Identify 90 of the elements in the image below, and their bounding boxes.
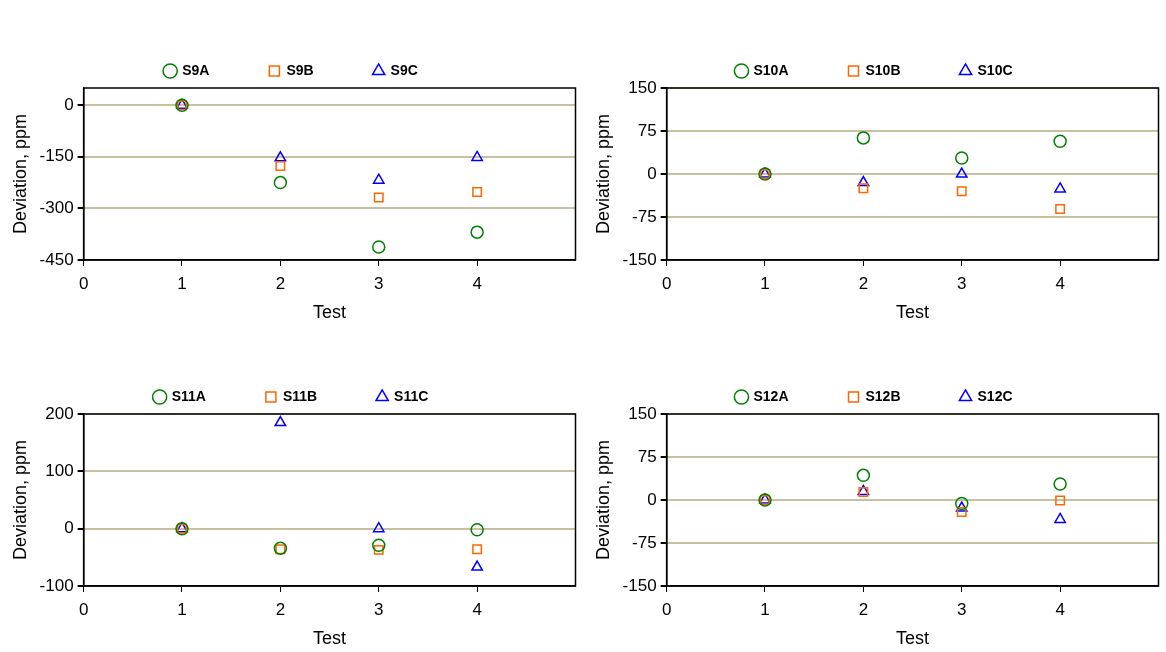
point xyxy=(275,161,286,172)
x-tick-label: 1 xyxy=(177,273,187,293)
y-tick-label: -75 xyxy=(632,206,657,226)
y-tick-label: 100 xyxy=(45,461,74,481)
legend-label: S10A xyxy=(753,61,789,78)
legend-label: S11C xyxy=(394,387,429,404)
point xyxy=(373,192,384,203)
point xyxy=(1055,495,1066,506)
point xyxy=(856,131,871,145)
y-tick-label: 0 xyxy=(64,94,74,114)
x-tick-label: 3 xyxy=(374,599,384,619)
point xyxy=(857,175,870,187)
point xyxy=(1054,512,1067,524)
x-tick-label: 0 xyxy=(78,273,89,293)
point xyxy=(472,186,483,197)
legend-label: S11A xyxy=(171,387,206,404)
point xyxy=(470,225,484,239)
x-tick-label: 0 xyxy=(661,599,672,619)
point xyxy=(472,544,483,555)
x-tick-label: 0 xyxy=(661,273,672,293)
y-tick-label: 0 xyxy=(647,163,657,183)
x-tick-label: 4 xyxy=(472,273,482,293)
point xyxy=(1053,477,1067,491)
point xyxy=(858,183,869,194)
y-axis-title: Deviation, ppm xyxy=(9,113,30,235)
point xyxy=(1055,203,1066,214)
x-tick-label: 4 xyxy=(472,599,482,619)
legend-label: S12B xyxy=(865,387,901,404)
y-tick-label: -100 xyxy=(39,575,74,595)
point xyxy=(372,173,385,184)
y-axis-title: Deviation, ppm xyxy=(9,439,30,561)
x-tick-label: 3 xyxy=(374,273,384,293)
x-axis-title: Test xyxy=(896,302,930,323)
point xyxy=(372,240,386,254)
x-tick-label: 4 xyxy=(1055,273,1065,293)
point xyxy=(955,501,968,512)
legend-label: S9C xyxy=(390,61,418,78)
x-tick-label: 2 xyxy=(858,273,869,293)
x-tick-label: 1 xyxy=(177,599,187,619)
point xyxy=(274,415,287,427)
y-tick-label: 150 xyxy=(628,77,657,97)
x-tick-label: 1 xyxy=(760,599,770,619)
x-tick-label: 3 xyxy=(957,599,967,619)
legend-label: S10C xyxy=(977,61,1013,78)
y-tick-label: -300 xyxy=(39,198,74,218)
point xyxy=(956,186,967,197)
point xyxy=(274,151,287,162)
x-axis-title: Test xyxy=(313,302,347,323)
legend-label: S12A xyxy=(753,387,789,404)
point xyxy=(956,507,967,518)
x-tick-label: 2 xyxy=(275,599,286,619)
y-axis-title: Deviation, ppm xyxy=(592,113,613,235)
point xyxy=(955,167,968,178)
point xyxy=(1053,134,1067,149)
point xyxy=(372,538,386,553)
y-tick-label: 0 xyxy=(647,489,657,509)
y-tick-label: -150 xyxy=(622,249,657,269)
point xyxy=(856,468,871,483)
y-tick-label: 200 xyxy=(45,403,74,423)
point xyxy=(372,521,385,533)
y-axis-title: Deviation, ppm xyxy=(592,439,613,561)
y-tick-label: -150 xyxy=(622,575,657,595)
y-tick-label: -150 xyxy=(39,146,74,166)
y-tick-label: 75 xyxy=(637,446,657,466)
x-tick-label: 2 xyxy=(858,599,869,619)
point xyxy=(471,150,484,162)
x-axis-title: Test xyxy=(896,628,930,649)
y-tick-label: -75 xyxy=(632,532,657,552)
y-tick-label: -450 xyxy=(39,249,74,269)
x-tick-label: 3 xyxy=(957,273,967,293)
point xyxy=(955,496,969,511)
point xyxy=(955,151,969,165)
legend-label: S10B xyxy=(865,61,901,78)
y-tick-label: 150 xyxy=(628,403,657,423)
point xyxy=(273,175,288,190)
y-tick-label: 0 xyxy=(64,518,74,538)
legend-label: S11B xyxy=(282,387,318,404)
x-tick-label: 4 xyxy=(1055,599,1065,619)
point xyxy=(373,544,384,555)
x-tick-label: 0 xyxy=(78,599,89,619)
legend-label: S9A xyxy=(182,61,210,78)
x-axis-title: Test xyxy=(313,628,347,649)
x-tick-label: 1 xyxy=(760,273,770,293)
legend-label: S9B xyxy=(286,61,314,78)
y-tick-label: 75 xyxy=(637,120,657,140)
legend-label: S12C xyxy=(977,387,1013,404)
point xyxy=(470,523,484,537)
point xyxy=(1054,182,1067,193)
x-tick-label: 2 xyxy=(275,273,286,293)
point xyxy=(471,560,484,571)
